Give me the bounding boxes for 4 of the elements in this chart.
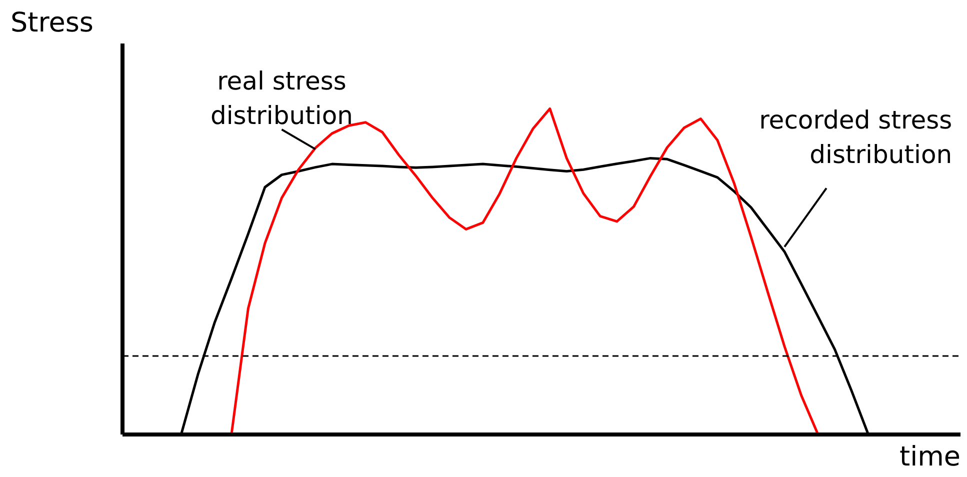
y-axis-title: Stress bbox=[10, 8, 94, 38]
annotation: recorded stress distribution bbox=[759, 105, 952, 170]
annotation: real stress distribution bbox=[210, 66, 353, 130]
x-axis-title: time bbox=[900, 442, 961, 472]
